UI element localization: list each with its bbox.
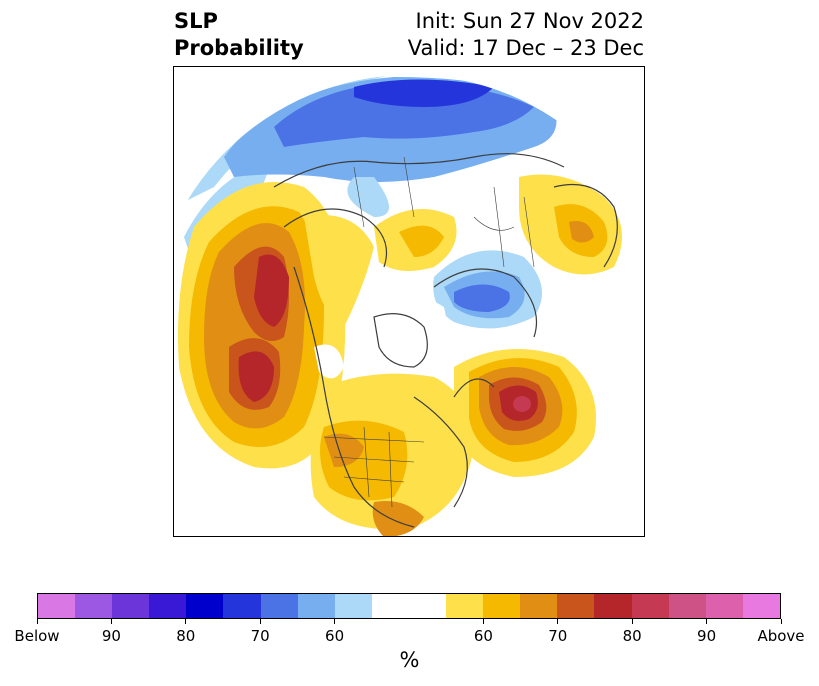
colorbar-tick-mark [36,619,38,624]
colorbar-tick-label: 80 [176,627,196,645]
probability-map [174,75,644,536]
orange-region-asia [569,221,594,243]
title-right: Init: Sun 27 Nov 2022 Valid: 17 Dec – 23… [408,8,644,62]
hemisphere-disc [174,75,644,536]
colorbar-tick-mark [706,619,708,624]
blue-80-region-arctic [354,79,494,107]
colorbar-segment [75,594,113,618]
yellow-65-region-russia [399,225,444,257]
colorbar-segment [38,594,76,618]
title-variable: SLP [174,9,218,33]
colorbar-segment [557,594,595,618]
colorbar-segment [371,594,409,618]
colorbar-segment [483,594,521,618]
colorbar-tick-mark [259,619,261,624]
coastlines [273,153,618,528]
colorbar-tick-label: 70 [548,627,568,645]
colorbar-tick-mark [557,619,559,624]
yellow-region-canada [304,215,374,327]
colorbar-tick-label: 60 [325,627,345,645]
colorbar-tick-label: Above [757,627,805,645]
colorbar-segment [334,594,372,618]
init-date: Init: Sun 27 Nov 2022 [415,9,644,33]
red-80-region-pacific-north [254,254,289,327]
colorbar-segment [631,594,669,618]
colorbar-tick-label: 80 [622,627,642,645]
valid-range: Valid: 17 Dec – 23 Dec [407,36,644,60]
colorbar-segment [705,594,743,618]
colorbar-segment [408,594,447,618]
colorbar-tick-mark [631,619,633,624]
title-left: SLP Probability [174,8,304,62]
colorbar-tick-label: 60 [473,627,493,645]
colorbar-segment [446,594,484,618]
colorbar-segment [594,594,632,618]
white-region-arctic [364,291,447,370]
colorbar-tick-mark [334,619,336,624]
orange-region-rockies [324,433,364,467]
map-panel [173,66,645,537]
blue-70-region-europe [454,284,510,312]
colorbar-tick-mark [185,619,187,624]
colorbar-tick-label: 90 [697,627,717,645]
light-blue-region-siberia [347,177,389,217]
red-80-region-pacific-south [238,351,274,402]
colorbar-tick-label: 90 [101,627,121,645]
colorbar-tick-mark [110,619,112,624]
colorbar-segment [297,594,335,618]
colorbar-segment [260,594,298,618]
colorbar-segment [668,594,706,618]
colorbar-segment [186,594,224,618]
colorbar [37,593,781,619]
colorbar-tick-mark [482,619,484,624]
colorbar-tick-label: 70 [250,627,270,645]
political-borders [323,156,535,508]
colorbar-tick-label: Below [14,627,60,645]
orange-region-mexico [372,501,424,536]
colorbar-tick-mark [780,619,782,624]
colorbar-unit-label: % [399,648,420,672]
colorbar-segment [112,594,150,618]
colorbar-segment [520,594,558,618]
pink-85-region-atlantic [513,396,531,412]
colorbar-segment [149,594,187,618]
colorbar-segment [742,594,780,618]
colorbar-segment [223,594,261,618]
title-type: Probability [174,36,304,60]
